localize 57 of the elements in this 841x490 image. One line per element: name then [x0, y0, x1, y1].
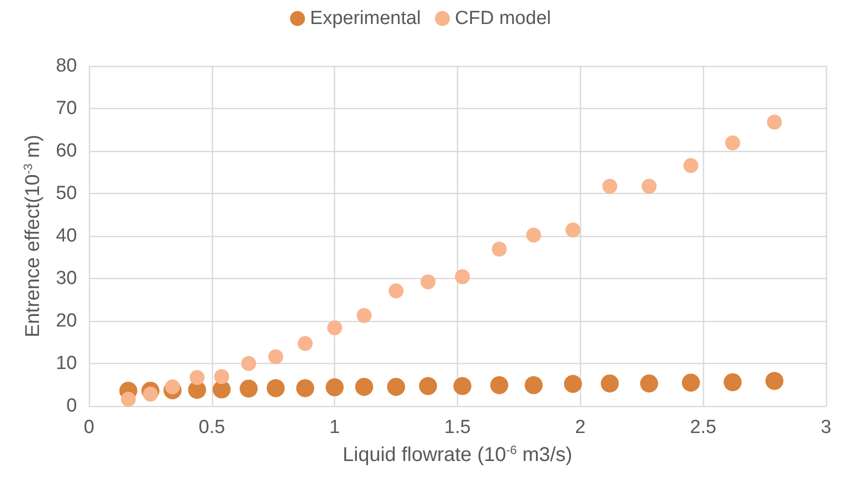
point [453, 377, 472, 396]
point [240, 380, 258, 398]
y-tick-label: 40 [56, 226, 77, 246]
point [564, 374, 582, 393]
y-tick-label: 20 [56, 310, 77, 332]
y-tick-label: 60 [56, 140, 77, 162]
x-tick-label: 0.5 [198, 417, 226, 438]
y-tick-label: 50 [56, 183, 77, 204]
point [600, 374, 619, 392]
point [326, 378, 344, 396]
point [765, 372, 784, 390]
point [142, 386, 158, 402]
point [190, 370, 205, 386]
point [602, 178, 618, 194]
x-tick-label: 0 [84, 417, 94, 438]
x-tick-label: 2 [575, 417, 586, 438]
point [492, 242, 507, 257]
point [682, 374, 700, 392]
point [241, 356, 256, 371]
point [327, 320, 342, 336]
point [356, 308, 372, 323]
point [420, 274, 436, 290]
point [388, 283, 404, 298]
point [640, 374, 658, 392]
x-tick-label: 2.5 [690, 417, 716, 438]
x-tick-label: 3 [820, 417, 832, 438]
point [565, 222, 580, 238]
point [524, 376, 543, 394]
y-axis-title: Entrence effect(10-3 m) [21, 134, 44, 338]
point [642, 178, 657, 194]
y-tick-label: 0 [66, 396, 77, 416]
legend-label: CFD model [454, 8, 551, 29]
point [683, 158, 698, 173]
point [298, 336, 313, 352]
point [120, 392, 136, 407]
y-tick-label: 70 [56, 98, 77, 119]
point [526, 228, 542, 243]
point [296, 379, 314, 398]
point [387, 378, 406, 396]
y-tick-label: 30 [56, 268, 77, 289]
point [355, 378, 374, 396]
x-tick-label: 1.5 [444, 417, 471, 438]
point [725, 135, 740, 150]
y-tick-label: 80 [56, 56, 77, 76]
point [165, 379, 180, 394]
point [419, 377, 438, 396]
x-tick-label: 1 [329, 417, 340, 438]
y-tick-label: 10 [56, 353, 77, 374]
point [214, 369, 230, 384]
point [766, 114, 782, 130]
point [454, 269, 470, 284]
point [490, 376, 508, 394]
point [266, 379, 285, 398]
legend-label: Experimental [310, 8, 421, 29]
point [212, 380, 231, 398]
point [268, 349, 284, 364]
point [724, 373, 742, 392]
